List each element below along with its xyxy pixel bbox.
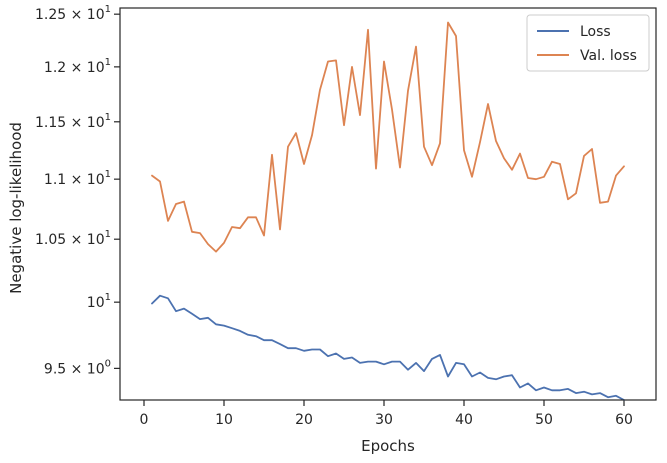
x-tick-label: 0 — [140, 412, 149, 428]
y-tick-label: 1.2 × 101 — [44, 57, 111, 76]
y-tick-label: 1.1 × 101 — [44, 169, 111, 188]
x-axis-label: Epochs — [361, 437, 415, 455]
x-tick-label: 30 — [375, 412, 393, 428]
legend-box — [526, 14, 650, 72]
x-tick-label: 20 — [295, 412, 313, 428]
x-axis-ticks: 0 10 20 30 40 50 60 — [140, 400, 633, 428]
y-tick-label: 1.15 × 101 — [35, 112, 111, 131]
legend: Loss Val. loss — [526, 14, 650, 72]
plot-frame — [119, 7, 657, 401]
y-tick-label: 1.05 × 101 — [35, 229, 111, 248]
y-axis-label: Negative log-likelihood — [7, 122, 25, 294]
series-line-val-loss — [151, 21, 625, 253]
series-lines — [151, 21, 625, 401]
x-tick-label: 40 — [455, 412, 473, 428]
y-tick-label: 101 — [87, 292, 111, 311]
legend-label-val-loss: Val. loss — [580, 48, 637, 64]
x-tick-label: 10 — [215, 412, 233, 428]
x-tick-label: 50 — [535, 412, 553, 428]
legend-label-loss: Loss — [580, 24, 611, 40]
y-tick-label: 9.5 × 100 — [44, 358, 111, 377]
x-tick-label: 60 — [615, 412, 633, 428]
series-line-loss — [151, 294, 625, 401]
y-tick-label: 1.25 × 101 — [35, 4, 111, 23]
y-axis-ticks: 9.5 × 100 101 1.05 × 101 1.1 × 101 1.15 × 10… — [35, 4, 120, 377]
